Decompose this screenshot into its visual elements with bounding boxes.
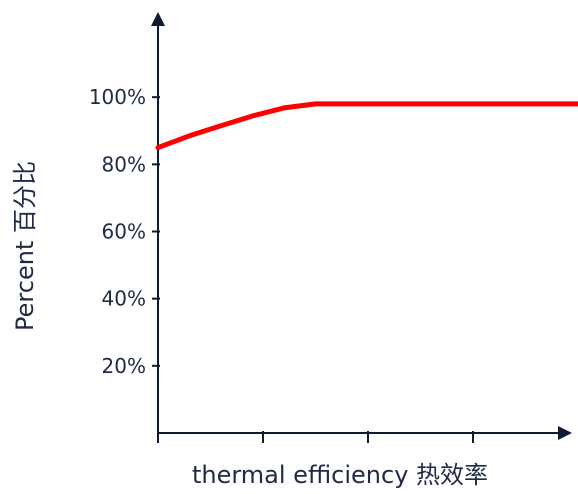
y-ticks: 20% 40% 60% 80% 100% [89,85,160,378]
x-ticks [157,431,474,443]
y-axis-arrow [151,12,165,26]
x-axis-label: thermal efficiency 热效率 [192,461,488,489]
y-tick-label: 60% [102,220,146,244]
axes [151,12,572,440]
x-axis-arrow [558,426,572,440]
y-tick-label: 80% [102,152,146,176]
y-tick-label: 40% [102,287,146,311]
y-tick-label: 20% [102,354,146,378]
series-line [155,101,578,151]
y-axis-label: Percent 百分比 [11,161,39,331]
y-tick-label: 100% [89,85,146,109]
series-layer [155,101,578,151]
